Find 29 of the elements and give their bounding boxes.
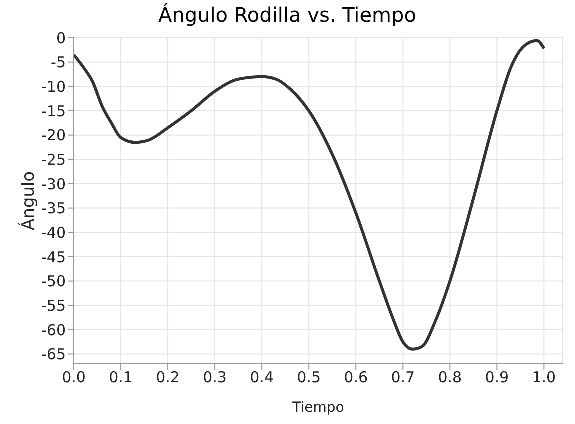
y-axis-title: Ángulo [18, 171, 40, 231]
y-tick-label: -25 [42, 150, 66, 169]
x-tick-label: 0.1 [109, 368, 133, 387]
x-tick-label: 0.8 [438, 368, 462, 387]
y-tick-label: -15 [42, 102, 66, 120]
y-tick-label: -10 [42, 78, 66, 96]
x-axis-title: Tiempo [292, 400, 344, 416]
y-tick-label: -45 [42, 248, 66, 266]
x-tick-label: 0.5 [297, 368, 322, 387]
x-tick-label: 0.9 [485, 368, 510, 387]
y-tick-label: -40 [42, 224, 66, 242]
y-tick-label: -30 [42, 175, 66, 194]
x-tick-label: 0.0 [62, 368, 86, 387]
x-tick-label: 0.2 [156, 368, 180, 387]
x-tick-label: 0.7 [391, 368, 416, 387]
y-tick-label: -35 [42, 200, 66, 218]
y-tick-label: -50 [42, 272, 66, 291]
x-tick-label: 1.0 [532, 368, 556, 387]
x-tick-label: 0.6 [344, 368, 368, 387]
x-tick-label: 0.3 [203, 368, 227, 387]
y-tick-label: -5 [51, 54, 66, 72]
y-tick-label: -60 [42, 321, 66, 340]
y-tick-label: -20 [42, 126, 66, 145]
y-tick-label: 0 [56, 29, 66, 48]
x-tick-label: 0.4 [250, 368, 274, 387]
y-tick-label: -65 [42, 346, 66, 364]
y-tick-label: -55 [42, 296, 66, 315]
line-series [74, 39, 546, 351]
chart-title: Ángulo Rodilla vs. Tiempo [158, 2, 418, 28]
